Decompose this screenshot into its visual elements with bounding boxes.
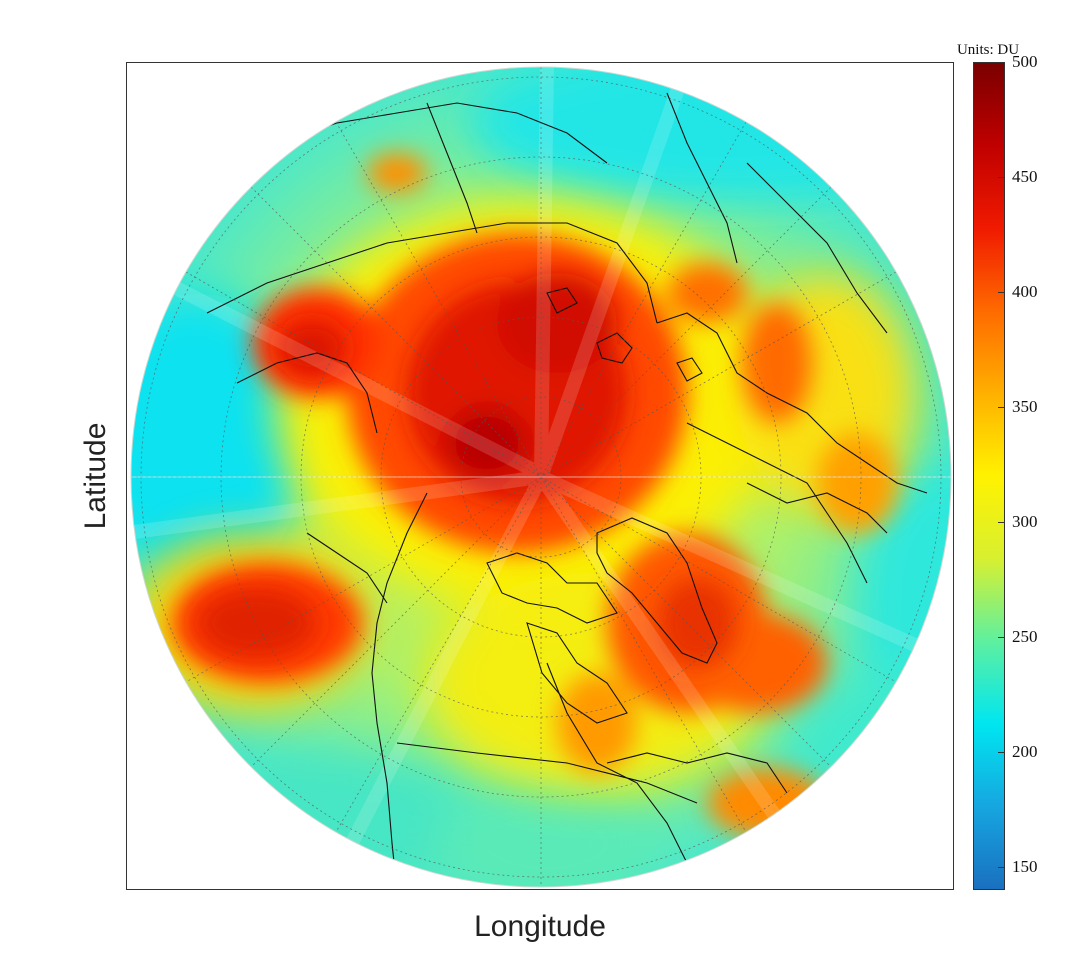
colorbar-tick-mark	[998, 407, 1004, 408]
colorbar-tick-mark	[998, 62, 1004, 63]
x-axis-label: Longitude	[474, 910, 606, 943]
colorbar-tick-mark	[998, 292, 1004, 293]
colorbar-tick-mark	[998, 637, 1004, 638]
colorbar	[973, 62, 1005, 890]
colorbar-tick-label: 250	[1012, 627, 1038, 646]
colorbar-tick-mark	[998, 867, 1004, 868]
y-axis-label: Latitude	[79, 422, 112, 530]
colorbar-title: Units: DU	[956, 42, 1020, 58]
colorbar-tick-label: 150	[1012, 857, 1038, 876]
colorbar-tick-label: 400	[1012, 282, 1038, 301]
colorbar-tick-label: 500	[1012, 52, 1038, 71]
colorbar-tick-mark	[998, 752, 1004, 753]
colorbar-tick-mark	[998, 177, 1004, 178]
polar-ozone-map	[130, 66, 952, 888]
colorbar-tick-label: 200	[1012, 742, 1038, 761]
map-edge	[130, 66, 952, 888]
colorbar-tick-label: 350	[1012, 397, 1038, 416]
colorbar-tick-mark	[998, 522, 1004, 523]
map-frame	[126, 62, 954, 890]
colorbar-tick-label: 450	[1012, 167, 1038, 186]
colorbar-tick-label: 300	[1012, 512, 1038, 531]
